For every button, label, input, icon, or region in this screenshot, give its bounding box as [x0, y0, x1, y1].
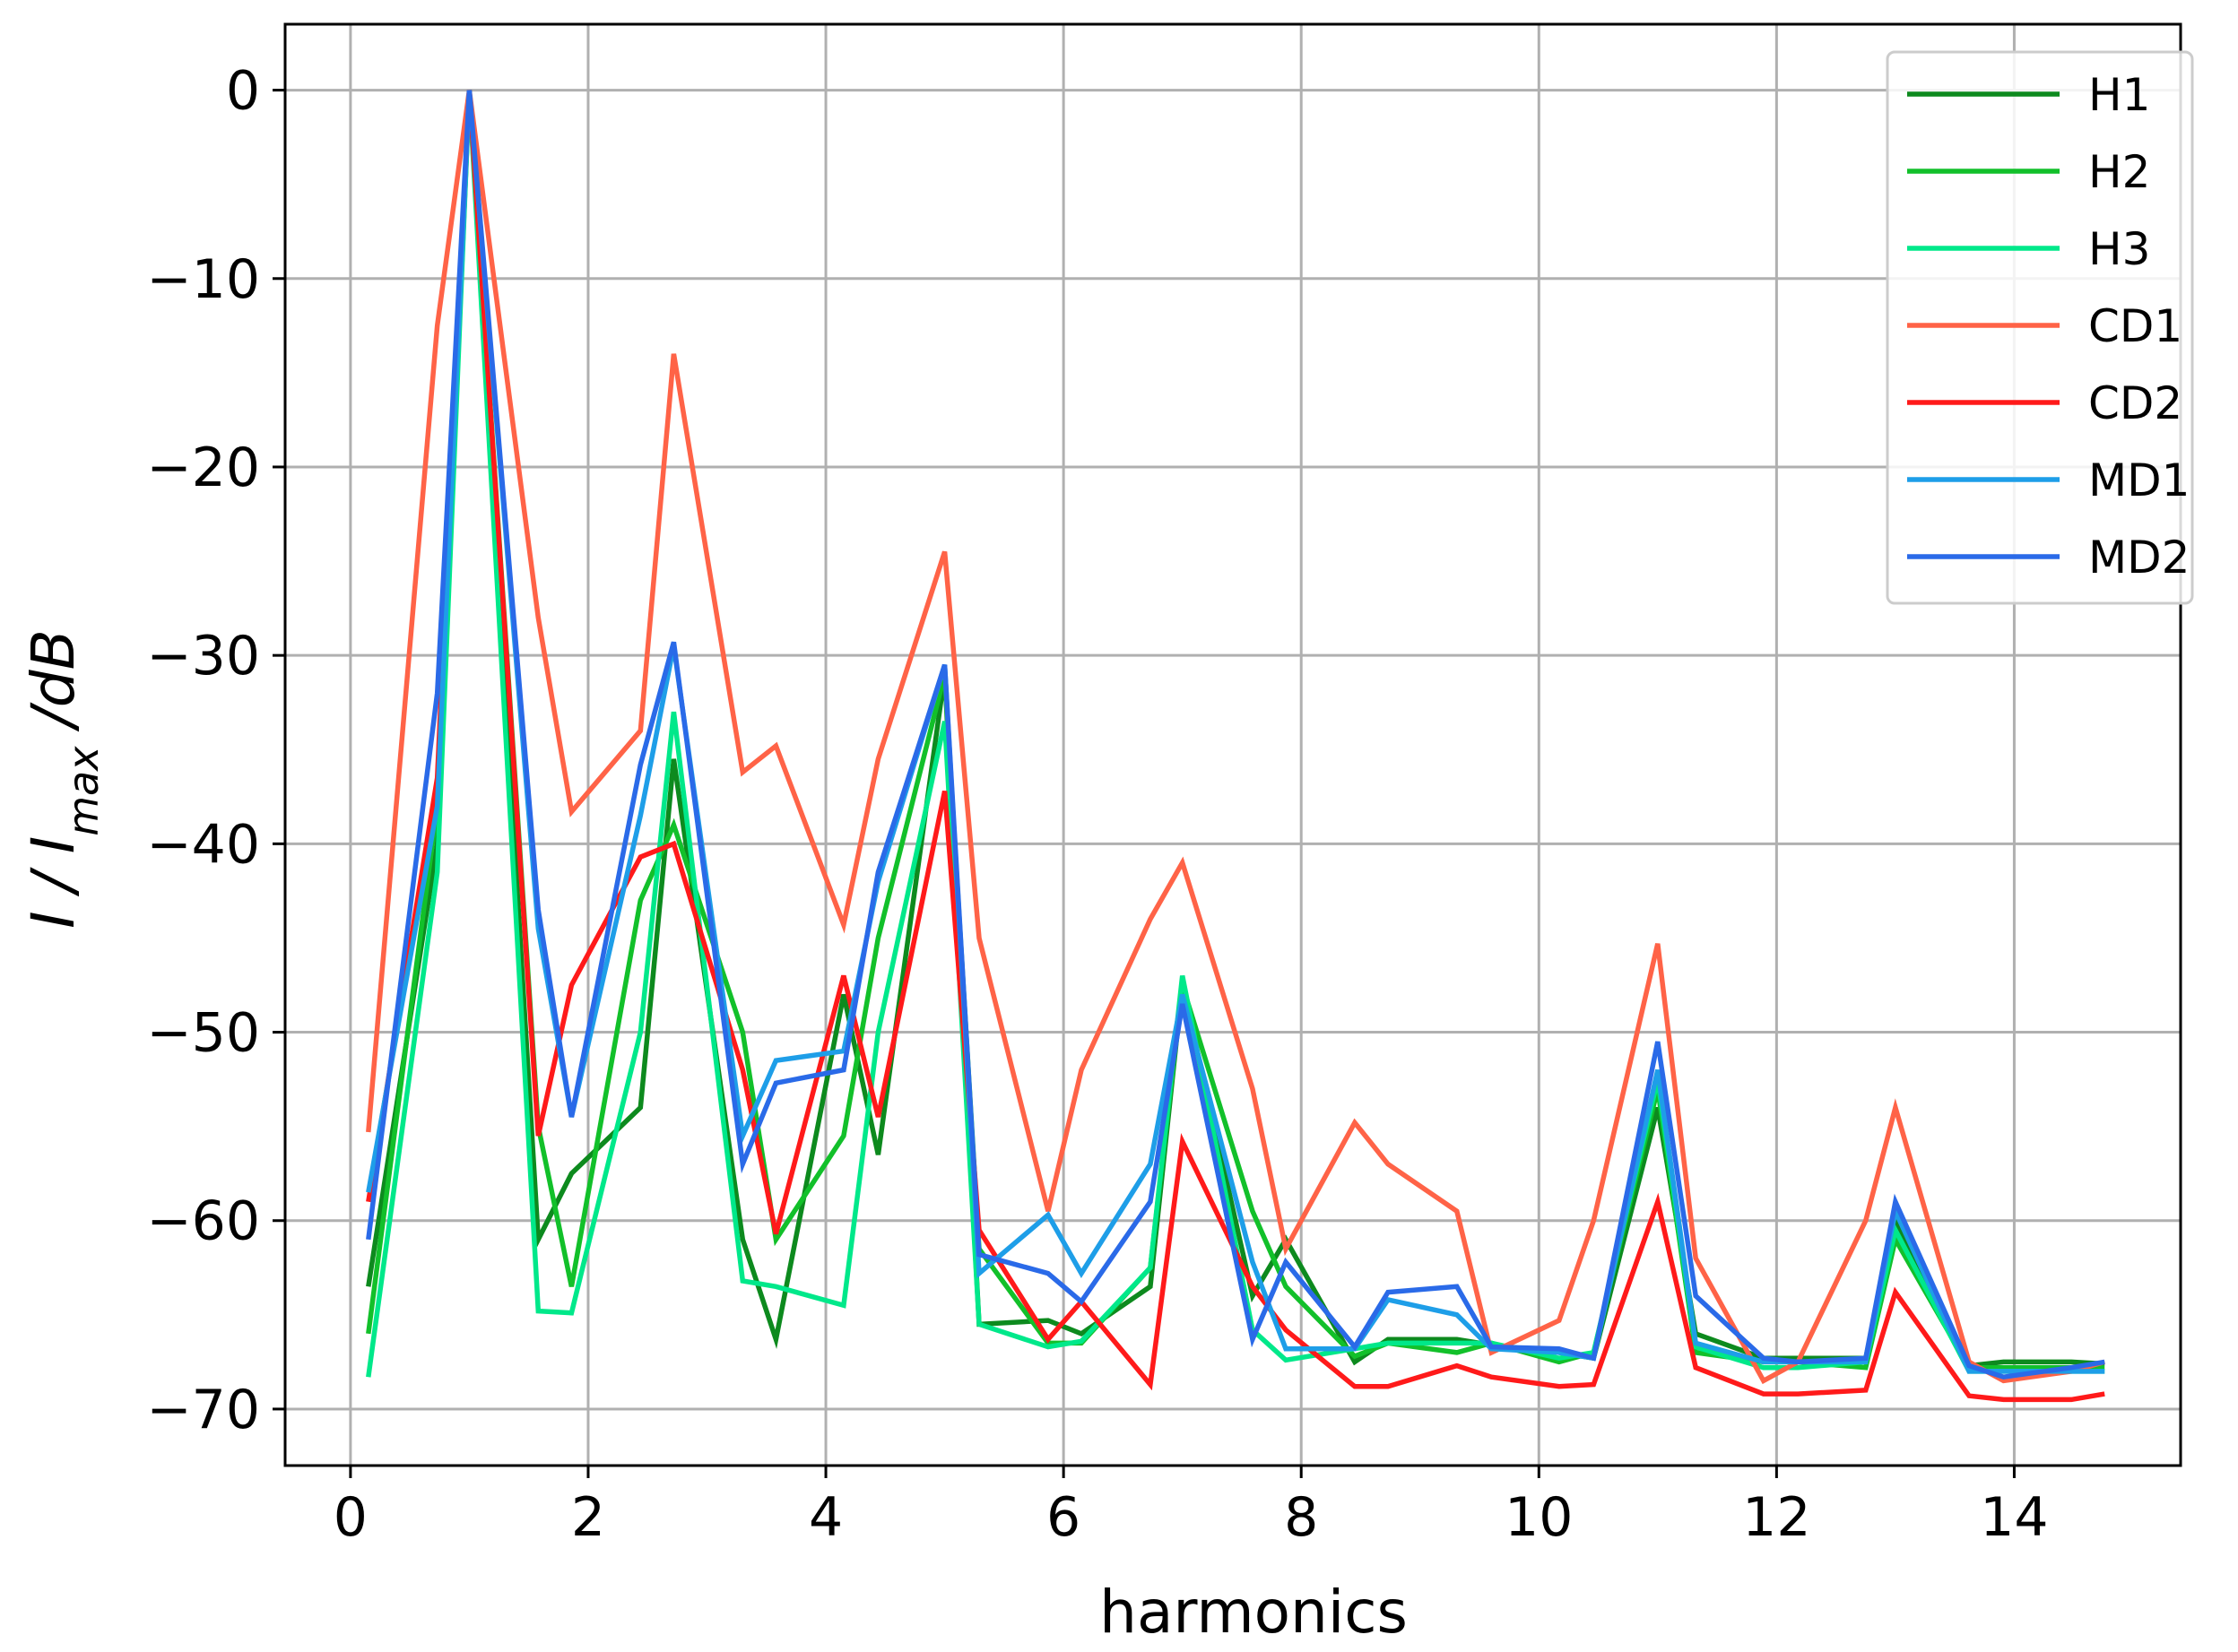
- axis-ticks: 0 2 4 6 8 10 12 14 0 −10 −20 −30 −40 −50 −60 −70: [146, 60, 2048, 1549]
- x-tick-label: 10: [1505, 1486, 1573, 1549]
- y-axis-label-unit: /dB: [19, 629, 88, 746]
- y-axis-label-sub: max: [59, 746, 108, 836]
- y-axis-label-main: I / I: [19, 836, 88, 929]
- x-tick-label: 6: [1046, 1486, 1080, 1549]
- y-tick-label: −50: [146, 1002, 260, 1065]
- y-tick-label: 0: [226, 60, 260, 123]
- legend-label-h3: H3: [2088, 223, 2150, 275]
- plot-frame: [283, 22, 2182, 1467]
- legend-label-h1: H1: [2088, 69, 2150, 121]
- legend: H1 H2 H3 CD1 CD2 MD1 MD2: [1886, 50, 2194, 605]
- y-tick-label: −40: [146, 813, 260, 876]
- x-tick-label: 12: [1742, 1486, 1810, 1549]
- y-tick-label: −60: [146, 1190, 260, 1253]
- legend-label-md1: MD1: [2088, 454, 2190, 506]
- y-tick-label: −30: [146, 625, 260, 688]
- x-axis-label: harmonics: [1099, 1578, 1408, 1647]
- legend-label-md2: MD2: [2088, 532, 2190, 584]
- series-line-cd1: [366, 90, 2105, 1385]
- y-axis-label: I / Imax /dB: [19, 629, 108, 929]
- x-tick-label: 0: [334, 1486, 368, 1549]
- y-tick-label: −20: [146, 437, 260, 499]
- series-lines: [366, 90, 2105, 1403]
- x-tick-label: 8: [1284, 1486, 1318, 1549]
- series-line-cd2: [366, 90, 2105, 1403]
- y-tick-label: −10: [146, 248, 260, 311]
- series-line-h1: [366, 90, 2105, 1369]
- legend-label-cd1: CD1: [2088, 300, 2182, 352]
- x-tick-label: 4: [809, 1486, 843, 1549]
- legend-label-h2: H2: [2088, 146, 2150, 198]
- series-line-md2: [366, 90, 2105, 1380]
- x-tick-label: 14: [1980, 1486, 2048, 1549]
- x-tick-label: 2: [571, 1486, 605, 1549]
- legend-label-cd2: CD2: [2088, 377, 2182, 429]
- y-tick-label: −70: [146, 1379, 260, 1441]
